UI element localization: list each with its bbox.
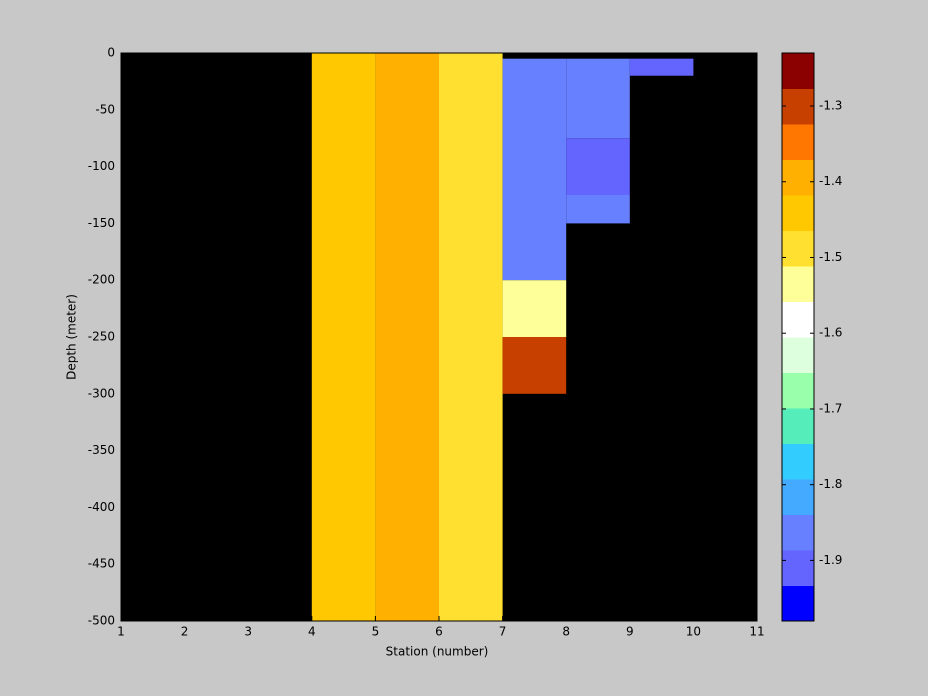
heatmap-cell bbox=[311, 53, 376, 621]
colorbar-band bbox=[782, 88, 814, 125]
heatmap-cell bbox=[566, 138, 630, 195]
x-axis-label: Station (number) bbox=[386, 645, 489, 659]
y-tick-label: -500 bbox=[88, 614, 115, 628]
y-axis-label: Depth (meter) bbox=[65, 294, 79, 380]
colorbar-tick-label: -1.4 bbox=[819, 174, 842, 188]
colorbar-tick-label: -1.3 bbox=[819, 99, 842, 113]
x-tick-label: 6 bbox=[435, 625, 443, 639]
colorbar-band bbox=[782, 124, 814, 160]
x-tick-label: 10 bbox=[686, 625, 701, 639]
colorbar-band bbox=[782, 443, 814, 480]
colorbar-band bbox=[782, 514, 814, 551]
y-tick-label: -250 bbox=[88, 330, 115, 344]
y-tick-label: 0 bbox=[107, 46, 115, 60]
colorbar-band bbox=[782, 230, 814, 267]
x-tick-label: 1 bbox=[117, 625, 125, 639]
y-tick-label: -400 bbox=[88, 500, 115, 514]
colorbar-tick-label: -1.6 bbox=[819, 326, 842, 340]
colorbar-tick-label: -1.5 bbox=[819, 250, 842, 264]
y-tick-label: -300 bbox=[88, 386, 115, 400]
heatmap-cell bbox=[439, 53, 503, 621]
colorbar-band bbox=[782, 301, 814, 338]
heatmap-cell bbox=[502, 337, 567, 394]
heatmap-cell bbox=[566, 195, 630, 224]
x-tick-label: 3 bbox=[244, 625, 252, 639]
colorbar-tick-label: -1.7 bbox=[819, 401, 842, 415]
colorbar-band bbox=[782, 195, 814, 231]
colorbar-band bbox=[782, 550, 814, 586]
y-tick-label: -50 bbox=[95, 102, 115, 116]
colorbar-band bbox=[782, 159, 814, 196]
colorbar-band bbox=[782, 53, 814, 89]
colorbar-band bbox=[782, 408, 814, 444]
x-tick-label: 11 bbox=[749, 625, 764, 639]
heatmap-cell bbox=[566, 58, 630, 139]
colorbar-band bbox=[782, 266, 814, 302]
colorbar-frame bbox=[781, 52, 815, 622]
y-tick-label: -150 bbox=[88, 216, 115, 230]
heatmap-cell bbox=[502, 58, 567, 281]
x-tick-label: 7 bbox=[499, 625, 507, 639]
colorbar-tick-label: -1.9 bbox=[819, 553, 842, 567]
plot-frame bbox=[120, 52, 758, 622]
colorbar-band bbox=[782, 479, 814, 515]
heatmap-cell bbox=[375, 53, 439, 621]
heatmap-cell bbox=[502, 280, 567, 337]
y-tick-label: -200 bbox=[88, 273, 115, 287]
colorbar-band bbox=[782, 585, 814, 622]
colorbar-band bbox=[782, 337, 814, 373]
x-tick-label: 9 bbox=[626, 625, 634, 639]
y-tick-label: -450 bbox=[88, 557, 115, 571]
x-tick-label: 8 bbox=[562, 625, 570, 639]
y-tick-label: -100 bbox=[88, 159, 115, 173]
colorbar-tick-label: -1.8 bbox=[819, 477, 842, 491]
x-tick-label: 5 bbox=[372, 625, 380, 639]
heatmap-cell bbox=[629, 58, 694, 76]
x-tick-label: 4 bbox=[308, 625, 316, 639]
x-tick-label: 2 bbox=[181, 625, 189, 639]
colorbar-band bbox=[782, 372, 814, 409]
y-tick-label: -350 bbox=[88, 443, 115, 457]
